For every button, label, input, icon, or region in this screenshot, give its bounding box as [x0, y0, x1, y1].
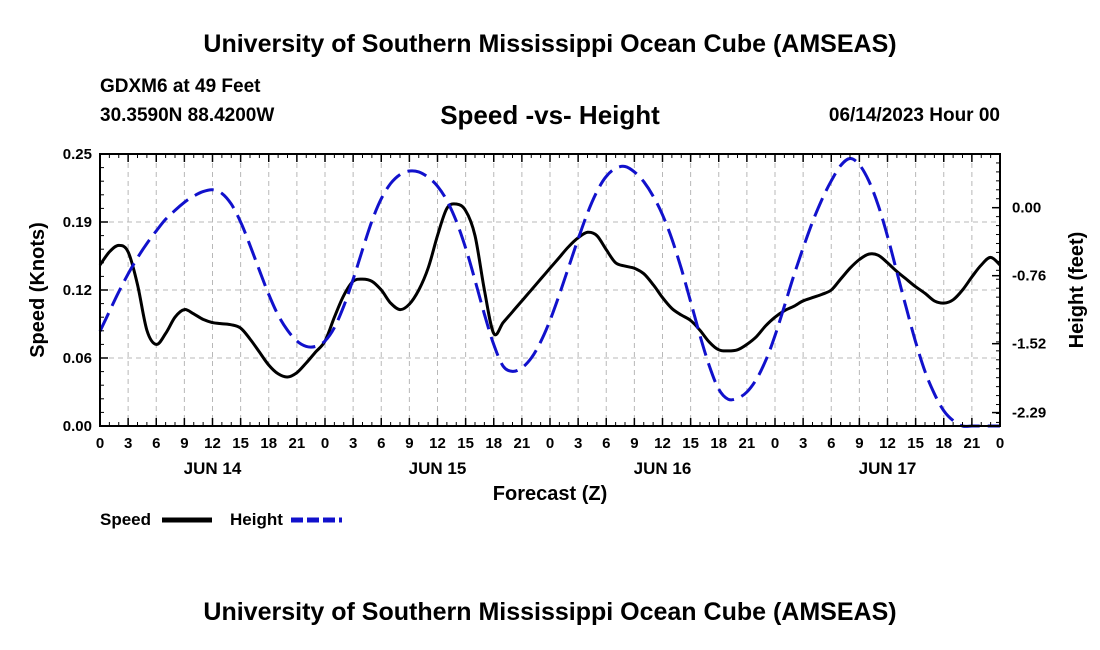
x-tick-label: 15 [907, 435, 924, 452]
x-tick-label: 12 [204, 435, 221, 452]
axis-layer: 0 3 6 9 12 15 18 21 0 3 6 9 12 15 18 21 0 3 6 9 12 15 18 21 0 3 6 9… [63, 146, 1046, 478]
y-tick-label: 0.25 [63, 146, 92, 163]
x-tick-label: 6 [827, 435, 835, 452]
x-tick-label: 15 [457, 435, 474, 452]
series-layer [98, 157, 1002, 428]
x-tick-label: 18 [710, 435, 727, 452]
y-tick-label: 0.06 [63, 350, 92, 367]
x-tick-label: 18 [260, 435, 277, 452]
station-label: GDXM6 at 49 Feet [100, 76, 261, 97]
x-tick-label: 3 [799, 435, 807, 452]
x-tick-label: 6 [602, 435, 610, 452]
date-hour-label: 06/14/2023 Hour 00 [828, 105, 1000, 126]
x-tick-label: 12 [429, 435, 446, 452]
x-tick-label: 15 [682, 435, 699, 452]
y2-tick-label: -1.52 [1012, 336, 1046, 353]
y-tick-label: 0.12 [63, 282, 92, 299]
x-tick-label: 6 [377, 435, 385, 452]
height-series-line [98, 157, 1000, 428]
speed-series-line [98, 202, 1002, 379]
x-tick-label: 18 [935, 435, 952, 452]
x-tick-label: 9 [855, 435, 863, 452]
y2-tick-label: -2.29 [1012, 405, 1046, 422]
x-tick-label: 15 [232, 435, 249, 452]
y2-tick-label: -0.76 [1012, 268, 1046, 285]
x-tick-label: 0 [546, 435, 554, 452]
x-tick-label: 9 [180, 435, 188, 452]
coordinates-label: 30.3590N 88.4200W [100, 105, 275, 126]
x-tick-label: 21 [514, 435, 531, 452]
day-label: JUN 15 [409, 459, 467, 478]
legend-speed-label: Speed [100, 510, 151, 529]
x-axis-label: Forecast (Z) [493, 483, 607, 505]
page-title: University of Southern Mississippi Ocean… [203, 30, 897, 58]
x-tick-label: 21 [289, 435, 306, 452]
y-axis-label: Speed (Knots) [27, 222, 49, 358]
x-tick-label: 12 [879, 435, 896, 452]
x-tick-label: 21 [964, 435, 981, 452]
y2-tick-label: 0.00 [1012, 200, 1041, 217]
chart-subtitle: Speed -vs- Height [440, 100, 660, 130]
day-label: JUN 14 [184, 459, 242, 478]
x-tick-label: 3 [349, 435, 357, 452]
x-tick-label: 0 [996, 435, 1004, 452]
x-tick-label: 3 [574, 435, 582, 452]
x-tick-label: 0 [771, 435, 779, 452]
legend: Speed Height [100, 510, 342, 529]
legend-height-label: Height [230, 510, 283, 529]
x-tick-label: 18 [485, 435, 502, 452]
y2-axis-label: Height (feet) [1066, 232, 1088, 349]
grid-layer [100, 154, 1000, 426]
x-tick-label: 9 [405, 435, 413, 452]
x-tick-label: 6 [152, 435, 160, 452]
day-label: JUN 16 [634, 459, 692, 478]
x-tick-label: 0 [96, 435, 104, 452]
x-tick-label: 3 [124, 435, 132, 452]
footer-title: University of Southern Mississippi Ocean… [203, 598, 897, 626]
x-tick-label: 0 [321, 435, 329, 452]
y-tick-label: 0.00 [63, 418, 92, 435]
x-tick-label: 12 [654, 435, 671, 452]
day-label: JUN 17 [859, 459, 917, 478]
y-tick-label: 0.19 [63, 214, 92, 231]
x-tick-label: 9 [630, 435, 638, 452]
x-tick-label: 21 [739, 435, 756, 452]
